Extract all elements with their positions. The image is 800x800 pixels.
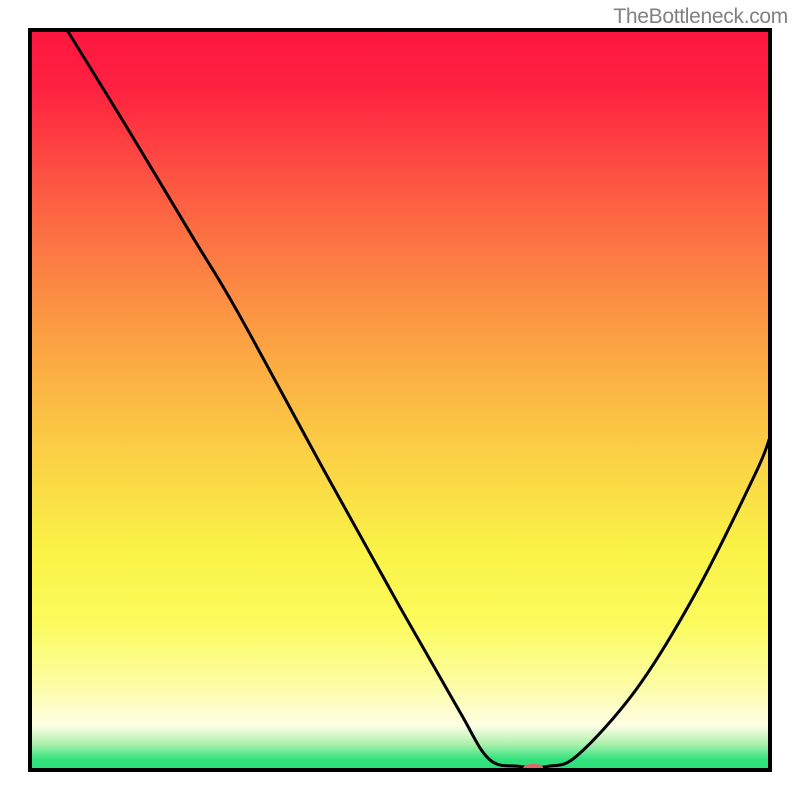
watermark-text: TheBottleneck.com (613, 5, 788, 29)
bottleneck-chart (0, 0, 800, 800)
plot-area (30, 30, 770, 772)
gradient-background (30, 30, 770, 770)
